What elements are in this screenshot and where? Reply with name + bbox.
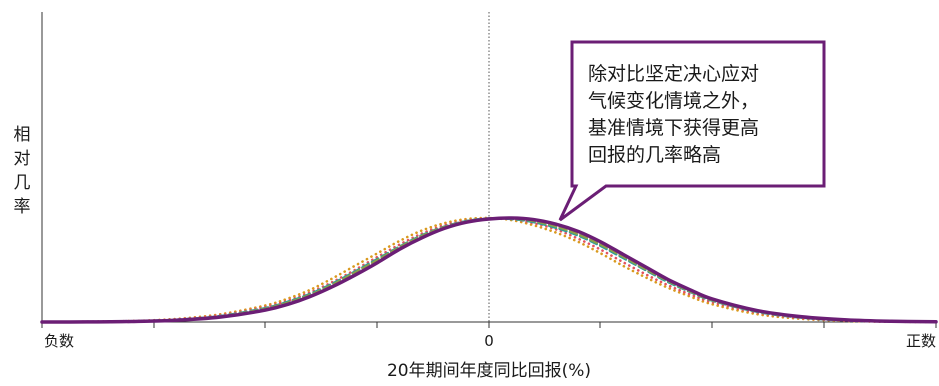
callout-box	[558, 40, 826, 222]
y-axis-label-char: 对	[14, 149, 31, 169]
x-ticks	[41, 322, 937, 328]
x-tick-label-negative: 负数	[44, 332, 74, 350]
x-tick-label-zero: 0	[484, 332, 494, 350]
y-axis-label: 相对几率	[14, 125, 31, 217]
series-line-0	[40, 216, 938, 324]
series-group	[40, 216, 938, 324]
x-tick-label-positive: 正数	[906, 332, 936, 350]
y-axis-label-char: 几	[14, 173, 31, 193]
x-axis-label: 20年期间年度同比回报(%)	[387, 361, 591, 381]
callout-line-3: 基准情境下获得更高	[588, 117, 759, 139]
y-axis-label-char: 率	[14, 197, 31, 217]
callout-line-1: 除对比坚定决心应对	[588, 63, 759, 85]
series-line-1	[40, 216, 938, 324]
callout-line-4: 回报的几率略高	[588, 144, 721, 166]
y-axis-label-char: 相	[14, 125, 31, 145]
callout-line-2: 气候变化情境之外，	[588, 90, 759, 112]
annotation-callout: 除对比坚定决心应对 气候变化情境之外， 基准情境下获得更高 回报的几率略高	[558, 40, 826, 222]
